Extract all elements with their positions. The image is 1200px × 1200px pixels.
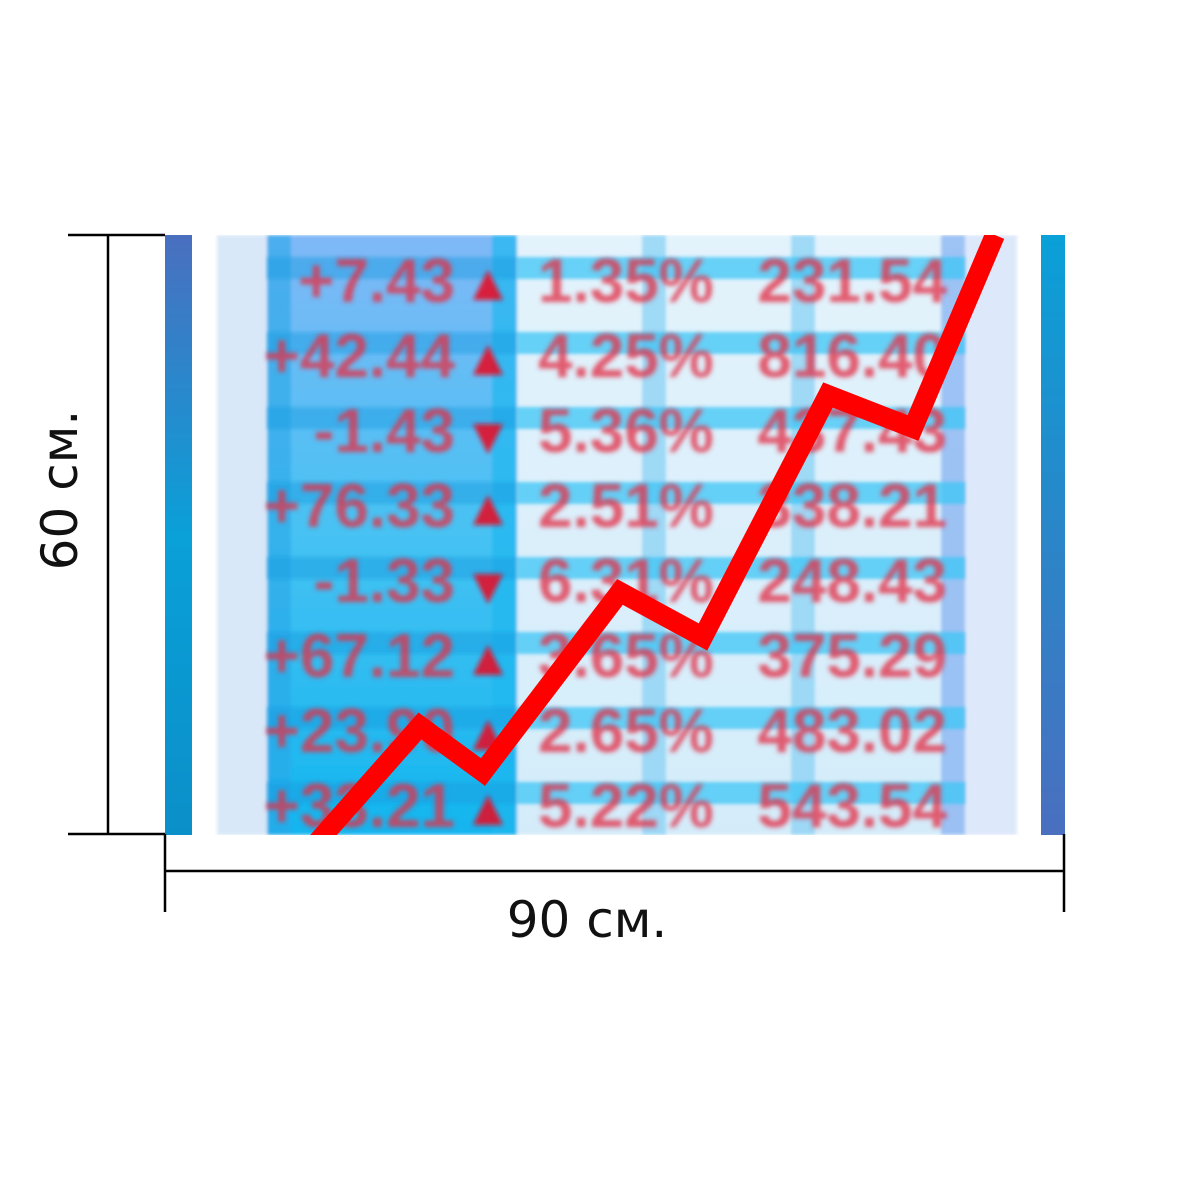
table-row: +42.44 4.25% 816.40: [264, 322, 947, 391]
change-value: +42.44: [264, 322, 456, 391]
banner-print: +7.43 1.35% 231.54 +42.44 4.25% 816.40 -1.43 5.…: [165, 235, 1065, 835]
table-row: +33.21 5.22% 543.54: [264, 772, 948, 835]
row-stripe-left: [267, 482, 517, 504]
row-stripe-left: [267, 257, 517, 279]
row-stripe-right: [517, 332, 965, 354]
stock-ticker-artwork: +7.43 1.35% 231.54 +42.44 4.25% 816.40 -1.43 5.…: [165, 235, 1065, 835]
percent-value: 1.35%: [538, 247, 714, 316]
price-value: 543.54: [757, 772, 947, 835]
row-stripe-left: [267, 332, 517, 354]
table-row: +7.43 1.35% 231.54: [298, 247, 947, 316]
row-stripe-left: [267, 407, 517, 429]
row-stripe-left: [267, 782, 517, 804]
row-stripe-right: [517, 482, 965, 504]
table-row: +23.90 2.65% 483.02: [264, 697, 947, 766]
change-value: +7.43: [298, 247, 455, 316]
row-stripe-left: [267, 707, 517, 729]
height-label: 60 см.: [31, 409, 89, 571]
row-stripe-right: [517, 782, 965, 804]
change-value: +76.33: [264, 472, 455, 541]
price-value: 483.02: [757, 697, 947, 766]
percent-value: 5.36%: [538, 397, 714, 466]
down-triangle-icon: [473, 574, 503, 604]
width-label: 90 см.: [506, 891, 668, 949]
row-stripe-right: [517, 257, 965, 279]
row-stripes: [267, 257, 965, 804]
up-triangle-icon: [473, 645, 503, 675]
row-stripe-left: [267, 557, 517, 579]
table-row: -1.33 6.31% 248.43: [314, 547, 947, 616]
percent-value: 5.22%: [538, 772, 714, 835]
change-value: -1.43: [314, 397, 455, 466]
percent-value: 2.51%: [538, 472, 714, 541]
price-value: 375.29: [757, 622, 947, 691]
left-edge-stripe: [165, 235, 192, 835]
percent-value: 2.65%: [538, 697, 714, 766]
change-value: +67.12: [264, 622, 455, 691]
row-stripe-right: [517, 707, 965, 729]
row-stripe-right: [517, 632, 965, 654]
up-triangle-icon: [473, 495, 503, 525]
up-triangle-icon: [473, 795, 503, 825]
trend-line: [310, 235, 1005, 835]
change-value: -1.33: [314, 547, 455, 616]
price-value: 248.43: [757, 547, 947, 616]
table-row: +67.12 3.65% 375.29: [264, 622, 947, 691]
percent-value: 4.25%: [538, 322, 714, 391]
right-edge-stripe: [1041, 235, 1065, 835]
row-stripe-left: [267, 632, 517, 654]
price-value: 231.54: [757, 247, 947, 316]
up-triangle-icon: [473, 270, 503, 300]
up-triangle-icon: [473, 345, 503, 375]
price-value: 816.40: [757, 322, 947, 391]
down-triangle-icon: [473, 424, 503, 454]
